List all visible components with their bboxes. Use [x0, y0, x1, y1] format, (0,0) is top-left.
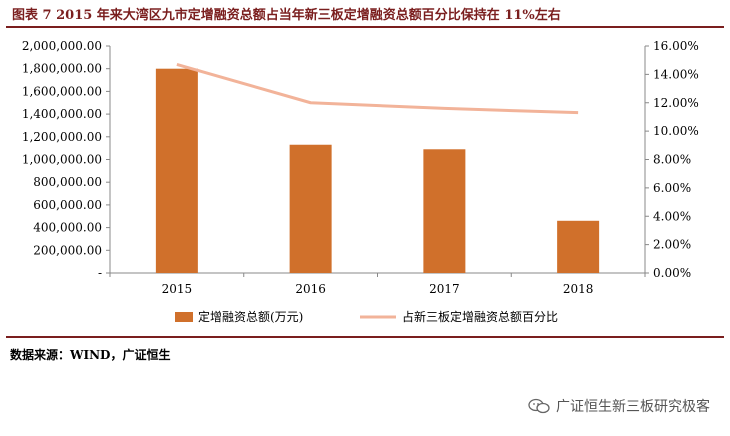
left-tick-label: 1,600,000.00 [22, 84, 102, 98]
x-tick-label: 2017 [429, 282, 460, 296]
watermark: 广证恒生新三板研究极客 [528, 396, 710, 416]
right-tick-label: 10.00% [653, 124, 699, 138]
right-tick-label: 6.00% [653, 181, 691, 195]
left-tick-label: 1,000,000.00 [22, 153, 102, 167]
legend-swatch-bar [175, 312, 193, 322]
right-tick-label: 2.00% [653, 238, 691, 252]
left-tick-label: 1,200,000.00 [22, 130, 102, 144]
left-tick-label: 2,000,000.00 [22, 39, 102, 53]
legend-label-bar: 定增融资总额(万元) [198, 309, 303, 324]
divider [6, 336, 724, 338]
right-tick-label: 4.00% [653, 209, 691, 223]
left-tick-label: 200,000.00 [33, 243, 102, 257]
left-tick-label: 400,000.00 [33, 221, 102, 235]
left-tick-label: 1,400,000.00 [22, 107, 102, 121]
right-tick-label: 8.00% [653, 153, 691, 167]
left-tick-label: - [98, 266, 102, 280]
figure-title-bar: 图表 7 2015 年来大湾区九市定增融资总额占当年新三板定增融资总额百分比保持… [6, 0, 724, 28]
left-tick-label: 800,000.00 [33, 175, 102, 189]
data-source: 数据来源：WIND，广证恒生 [10, 348, 171, 362]
right-tick-label: 12.00% [653, 96, 699, 110]
legend-label-line: 占新三板定增融资总额百分比 [402, 309, 558, 324]
bar [557, 220, 600, 273]
x-tick-label: 2018 [563, 282, 594, 296]
series-line [176, 63, 579, 115]
figure-title: 图表 7 2015 年来大湾区九市定增融资总额占当年新三板定增融资总额百分比保持… [12, 8, 561, 23]
bar [289, 144, 332, 273]
right-tick-label: 16.00% [653, 39, 699, 53]
x-tick-label: 2016 [295, 282, 326, 296]
right-tick-label: 14.00% [653, 67, 699, 81]
watermark-text: 广证恒生新三板研究极客 [556, 399, 710, 415]
bar [423, 149, 466, 273]
right-tick-label: 0.00% [653, 266, 691, 280]
x-tick-label: 2015 [162, 282, 193, 296]
left-tick-label: 600,000.00 [33, 198, 102, 212]
wechat-icon [528, 398, 550, 414]
bar [155, 68, 198, 273]
left-tick-label: 1,800,000.00 [22, 62, 102, 76]
chart: - 200,000.00 400,000.00 600,000.00 800,000.0… [22, 39, 699, 324]
